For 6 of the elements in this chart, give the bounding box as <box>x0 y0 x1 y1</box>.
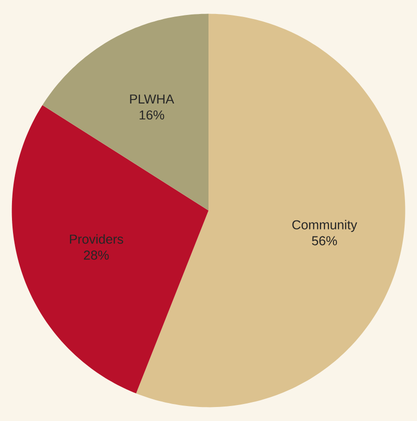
slice-label: Providers <box>70 234 124 244</box>
slice-label: Community <box>292 220 358 232</box>
data-label: 28% <box>84 250 109 260</box>
data-label: 16% <box>140 110 164 120</box>
slice-label: PLWHA <box>130 94 174 104</box>
data-label: 56% <box>312 236 337 246</box>
